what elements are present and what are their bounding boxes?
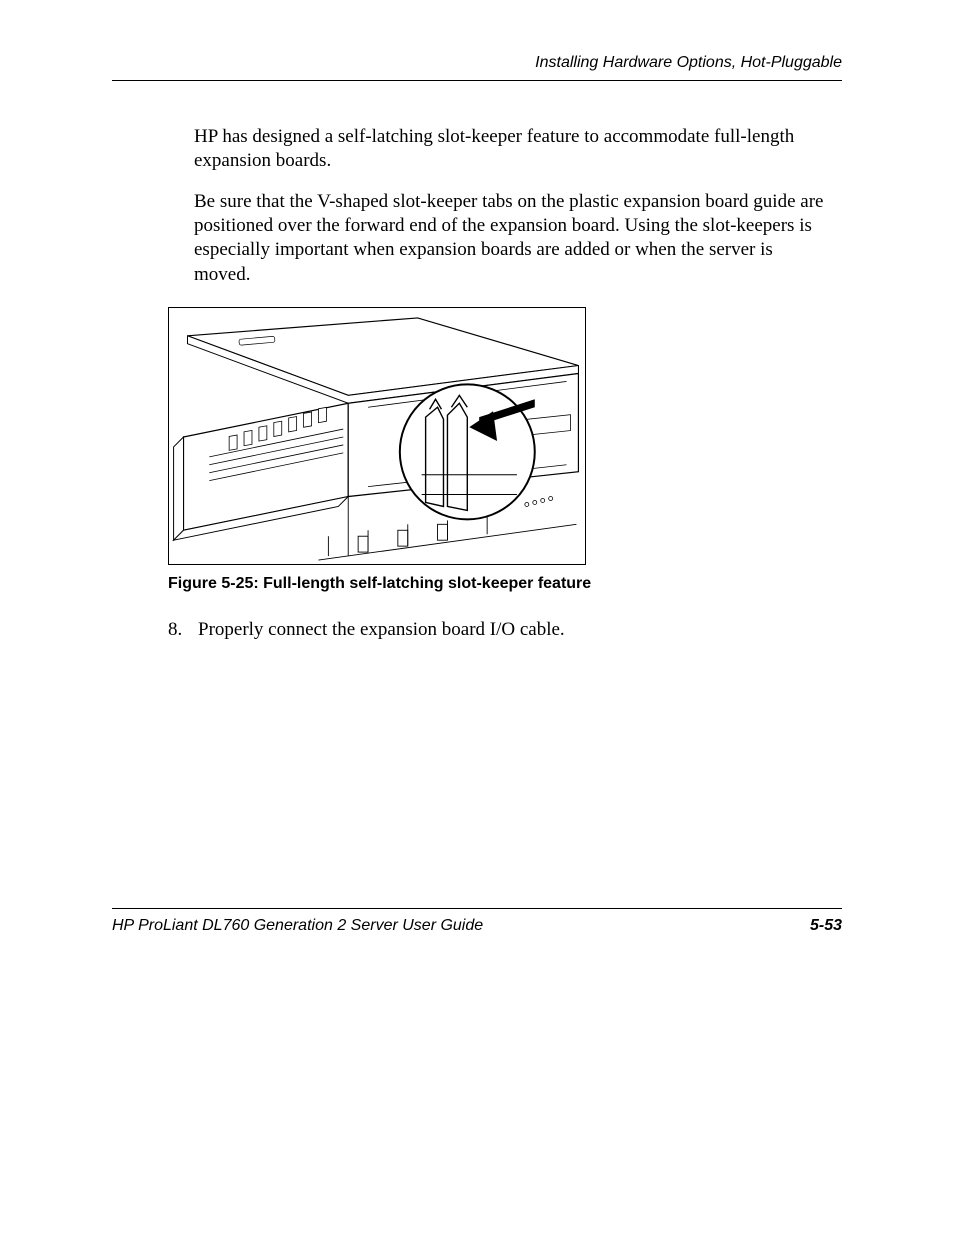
figure-illustration bbox=[168, 307, 586, 565]
page: Installing Hardware Options, Hot-Pluggab… bbox=[0, 0, 954, 1235]
step-number: 8. bbox=[168, 619, 198, 641]
body-text-block: HP has designed a self-latching slot-kee… bbox=[194, 125, 832, 287]
paragraph-2: Be sure that the V-shaped slot-keeper ta… bbox=[194, 190, 832, 287]
footer-page-number: 5-53 bbox=[810, 917, 842, 935]
paragraph-1: HP has designed a self-latching slot-kee… bbox=[194, 125, 832, 174]
running-header: Installing Hardware Options, Hot-Pluggab… bbox=[112, 54, 842, 81]
step-8: 8. Properly connect the expansion board … bbox=[168, 619, 842, 641]
figure-caption: Figure 5-25: Full-length self-latching s… bbox=[168, 575, 842, 593]
figure-block: Figure 5-25: Full-length self-latching s… bbox=[168, 307, 842, 593]
step-text: Properly connect the expansion board I/O… bbox=[198, 619, 565, 641]
section-title: Installing Hardware Options, Hot-Pluggab… bbox=[535, 54, 842, 71]
footer: HP ProLiant DL760 Generation 2 Server Us… bbox=[112, 908, 842, 935]
footer-guide-title: HP ProLiant DL760 Generation 2 Server Us… bbox=[112, 917, 483, 935]
